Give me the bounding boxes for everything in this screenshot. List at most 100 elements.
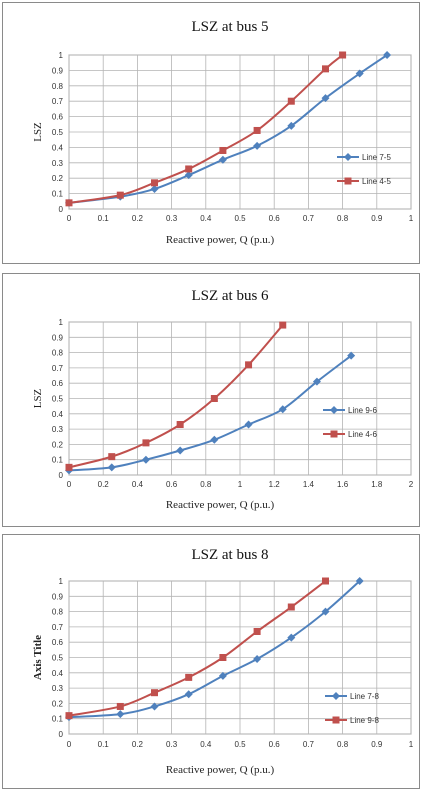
data-point-diamond	[218, 155, 227, 164]
data-point-diamond	[253, 655, 262, 664]
data-point-diamond	[383, 51, 392, 59]
y-tick-label: 0.8	[52, 608, 64, 617]
data-point-diamond	[116, 710, 125, 719]
legend-label: Line 4-5	[362, 177, 391, 186]
y-tick-label: 1	[59, 318, 64, 327]
data-point-diamond	[107, 463, 116, 472]
y-tick-label: 1	[59, 577, 64, 586]
chart-svg-bus-5: LSZ at bus 5 0 0.1 0.2 0.3 0.4 0.5 0.6 0.7 0.8 0.9…	[32, 19, 414, 246]
x-tick-label: 0.6	[269, 740, 281, 749]
x-tick-label: 0.5	[234, 214, 246, 223]
x-tick-label: 0.9	[371, 214, 383, 223]
chart-svg-bus-8: LSZ at bus 8 0 0.1 0.2 0.3 0.4 0.5 0.6 0.7 0.8 0.9…	[32, 547, 414, 776]
x-tick-label: 0.1	[98, 740, 110, 749]
data-point-square	[185, 673, 193, 681]
y-tick-label: 0.1	[52, 190, 64, 199]
data-point-diamond	[278, 405, 287, 414]
data-point-square	[116, 191, 124, 199]
y-tick-label: 0.7	[52, 364, 64, 373]
legend-marker-diamond	[344, 153, 352, 161]
x-tick-label: 1.8	[371, 480, 383, 489]
y-tick-label: 0.9	[52, 592, 64, 601]
x-tick-label: 0	[67, 480, 72, 489]
y-tick-label: 0.6	[52, 113, 64, 122]
data-point-diamond	[184, 171, 193, 180]
y-tick-label: 0.9	[52, 66, 64, 75]
data-point-diamond	[150, 702, 159, 711]
legend-marker-diamond	[332, 692, 340, 700]
legend-label: Line 9-6	[348, 406, 377, 415]
x-tick-label: 0	[67, 214, 72, 223]
data-point-square	[253, 126, 261, 134]
y-tick-label: 1	[59, 51, 64, 60]
y-tick-label: 0.5	[52, 128, 64, 137]
x-tick-label: 0.4	[200, 214, 212, 223]
y-tick-label: 0.6	[52, 379, 64, 388]
data-point-diamond	[184, 690, 193, 699]
x-tick-label: 0.4	[132, 480, 144, 489]
y-tick-label: 0.6	[52, 638, 64, 647]
legend-marker-square	[332, 716, 340, 724]
data-point-square	[116, 702, 124, 710]
y-tick-label: 0.3	[52, 425, 64, 434]
series-line	[69, 54, 388, 204]
legend-marker-diamond	[330, 406, 338, 414]
x-axis-label: Reactive power, Q (p.u.)	[166, 234, 275, 246]
x-tick-label: 0.1	[98, 214, 110, 223]
data-point-diamond	[253, 141, 262, 150]
y-tick-label: 0.2	[52, 699, 64, 708]
data-point-square	[108, 453, 116, 461]
x-tick-label: 1	[238, 480, 243, 489]
x-tick-label: 1.2	[269, 480, 281, 489]
data-point-square	[210, 395, 218, 402]
x-tick-label: 0	[67, 740, 72, 749]
y-tick-label: 0.7	[52, 97, 64, 106]
data-point-square	[185, 165, 193, 173]
y-tick-label: 0.5	[52, 654, 64, 663]
data-point-diamond	[176, 446, 185, 455]
x-tick-label: 0.2	[132, 214, 144, 223]
x-tick-label: 0.5	[234, 740, 246, 749]
legend-label: Line 4-6	[348, 430, 377, 439]
data-point-square	[287, 97, 295, 105]
y-tick-label: 0.9	[52, 333, 64, 342]
data-point-square	[65, 463, 73, 471]
y-tick-label: 0	[59, 205, 64, 214]
x-tick-label: 0.2	[98, 480, 110, 489]
data-point-square	[176, 421, 184, 429]
data-point-square	[219, 654, 227, 661]
x-tick-label: 0.8	[200, 480, 212, 489]
y-tick-label: 0.2	[52, 440, 64, 449]
chart-title: LSZ at bus 5	[191, 19, 268, 35]
data-point-square	[65, 712, 73, 720]
data-point-diamond	[312, 377, 321, 386]
data-point-square	[142, 439, 150, 447]
data-point-diamond	[244, 420, 253, 429]
data-point-diamond	[355, 69, 364, 78]
x-tick-label: 0.4	[200, 740, 212, 749]
y-axis-label: LSZ	[32, 122, 44, 142]
y-tick-label: 0.4	[52, 669, 64, 678]
data-point-diamond	[150, 184, 159, 193]
x-axis-label: Reactive power, Q (p.u.)	[166, 764, 275, 776]
y-tick-label: 0.7	[52, 623, 64, 632]
x-tick-label: 1.4	[303, 480, 315, 489]
legend-label: Line 7-8	[350, 692, 379, 701]
data-point-diamond	[210, 435, 219, 444]
data-point-square	[322, 577, 329, 585]
y-tick-label: 0.4	[52, 143, 64, 152]
data-point-square	[253, 627, 261, 635]
chart-title: LSZ at bus 6	[191, 288, 269, 304]
y-tick-label: 0.4	[52, 410, 64, 419]
y-tick-label: 0.1	[52, 715, 64, 724]
data-point-diamond	[355, 577, 364, 585]
x-tick-label: 0.3	[166, 214, 178, 223]
x-tick-label: 2	[409, 480, 414, 489]
x-tick-label: 0.6	[166, 480, 178, 489]
x-tick-label: 0.7	[303, 214, 315, 223]
y-tick-label: 0.3	[52, 159, 64, 168]
chart-panel-bus-6: LSZ at bus 6 0 0.1 0.2 0.3 0.4 0.5 0.6 0.7 0.8 0.9…	[2, 273, 420, 527]
data-point-square	[245, 361, 253, 369]
x-tick-label: 1.6	[337, 480, 349, 489]
chart-panel-bus-5: LSZ at bus 5 0 0.1 0.2 0.3 0.4 0.5 0.6 0.7 0.8 0.9…	[2, 2, 420, 264]
